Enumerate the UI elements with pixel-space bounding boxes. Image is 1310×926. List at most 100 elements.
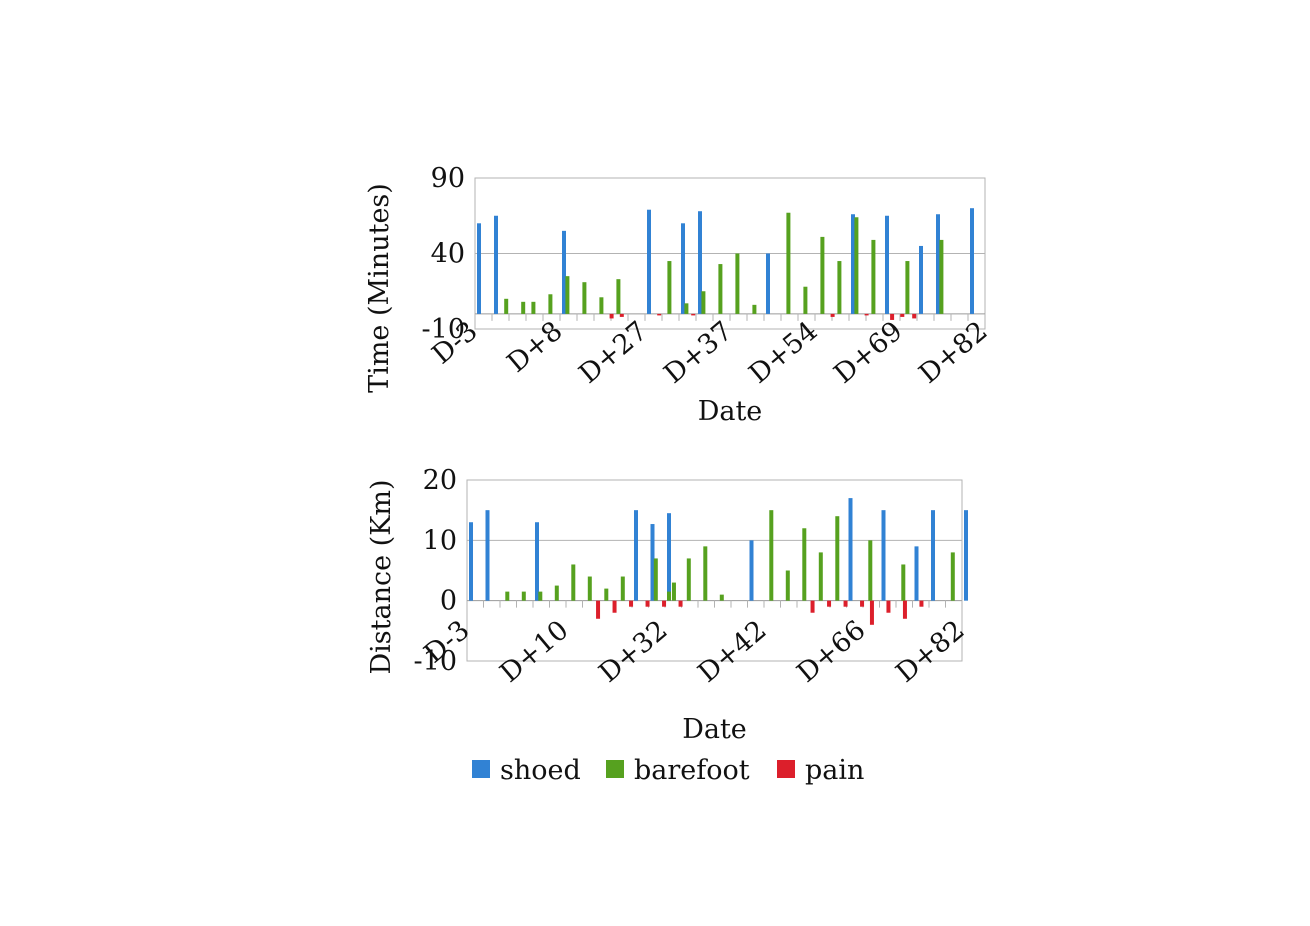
bar-barefoot (667, 591, 671, 601)
bar-barefoot (905, 261, 910, 314)
bar-pain (912, 313, 917, 319)
legend-label-shoed: shoed (500, 755, 581, 786)
bar-barefoot (554, 585, 559, 601)
legend-swatch-pain (777, 760, 795, 778)
bar-shoed (964, 510, 968, 601)
bar-shoed (469, 522, 473, 601)
bar-pain (657, 313, 662, 316)
legend: shoed barefoot pain (472, 755, 864, 786)
x-tick-label: D+54 (743, 316, 823, 390)
bar-shoed (919, 245, 923, 314)
bar-pain (645, 600, 650, 607)
bar-pain (864, 313, 869, 316)
x-tick-label: D+66 (791, 615, 871, 689)
bar-shoed (477, 223, 481, 314)
bar-barefoot (785, 570, 790, 601)
bar-shoed (650, 524, 655, 601)
bar-barefoot (818, 552, 823, 601)
bar-pain (810, 600, 815, 613)
bar-pain (843, 600, 848, 607)
x-tick-label: D+8 (501, 316, 568, 379)
bar-shoed (936, 214, 940, 314)
x-axis-title: Date (682, 714, 747, 745)
bar-barefoot (802, 528, 807, 601)
bar-shoed (681, 223, 685, 314)
bar-barefoot (538, 591, 543, 601)
bar-barefoot (587, 576, 592, 601)
bar-pain (662, 600, 667, 607)
legend-label-barefoot: barefoot (634, 755, 750, 786)
bar-barefoot (703, 546, 708, 601)
bar-pain (612, 600, 617, 613)
bar-pain (619, 313, 624, 317)
bar-barefoot (686, 558, 691, 601)
bar-barefoot (871, 239, 876, 314)
bar-pain (629, 600, 634, 607)
legend-swatch-shoed (472, 760, 490, 778)
bar-barefoot (504, 298, 509, 314)
bar-barefoot (835, 516, 840, 601)
bar-shoed (851, 214, 855, 314)
bar-pain (919, 600, 924, 607)
bar-barefoot (548, 294, 553, 314)
bar-shoed (698, 211, 702, 314)
y-tick-label: -10 (422, 314, 465, 345)
bar-barefoot (565, 276, 570, 314)
bar-barefoot (653, 558, 658, 601)
bar-shoed (848, 498, 853, 601)
bar-barefoot (719, 594, 724, 601)
bar-barefoot (752, 304, 757, 314)
bar-barefoot (820, 236, 825, 314)
bar-barefoot (769, 510, 774, 601)
bar-pain (886, 600, 891, 613)
bar-pain (860, 600, 865, 607)
bar-barefoot (854, 217, 859, 314)
bar-shoed (667, 513, 671, 601)
bar-barefoot (950, 552, 955, 601)
bar-shoed (494, 215, 498, 314)
y-axis-title: Distance (Km) (366, 480, 397, 675)
y-tick-label: 10 (423, 525, 457, 556)
bar-pain (827, 600, 832, 607)
bar-shoed (562, 230, 566, 314)
y-tick-label: 90 (431, 163, 465, 194)
bar-pain (609, 313, 614, 319)
x-tick-label: D+42 (692, 615, 772, 689)
bar-shoed (914, 546, 919, 601)
bar-barefoot (571, 564, 576, 601)
bar-pain (869, 600, 874, 625)
y-tick-label: 0 (440, 586, 457, 617)
bar-barefoot (582, 282, 587, 314)
bar-shoed (970, 208, 974, 314)
y-tick-label: -10 (414, 646, 457, 677)
x-tick-label: D+69 (828, 316, 908, 390)
bar-barefoot (837, 261, 842, 314)
bar-pain (900, 313, 905, 317)
bar-barefoot (671, 582, 676, 601)
bar-barefoot (531, 301, 536, 314)
bar-barefoot (718, 264, 723, 314)
bar-pain (830, 313, 835, 317)
bar-barefoot (786, 212, 791, 314)
bar-barefoot (803, 286, 808, 314)
x-tick-label: D+82 (913, 316, 993, 390)
bar-barefoot (667, 261, 672, 314)
bar-shoed (647, 209, 651, 314)
x-tick-label: D+10 (494, 615, 574, 689)
bar-shoed (485, 510, 490, 601)
y-tick-label: 40 (431, 239, 465, 270)
bar-barefoot (505, 591, 510, 601)
bar-shoed (749, 540, 754, 601)
x-tick-label: D+32 (593, 615, 673, 689)
bar-shoed (766, 253, 770, 314)
bar-barefoot (521, 301, 526, 314)
bar-pain (890, 313, 895, 320)
x-axis-title: Date (698, 396, 763, 427)
bar-barefoot (599, 297, 604, 314)
bar-barefoot (701, 291, 706, 314)
bar-shoed (634, 510, 638, 601)
bar-barefoot (939, 239, 944, 314)
bar-pain (596, 600, 601, 619)
bar-barefoot (604, 588, 609, 601)
